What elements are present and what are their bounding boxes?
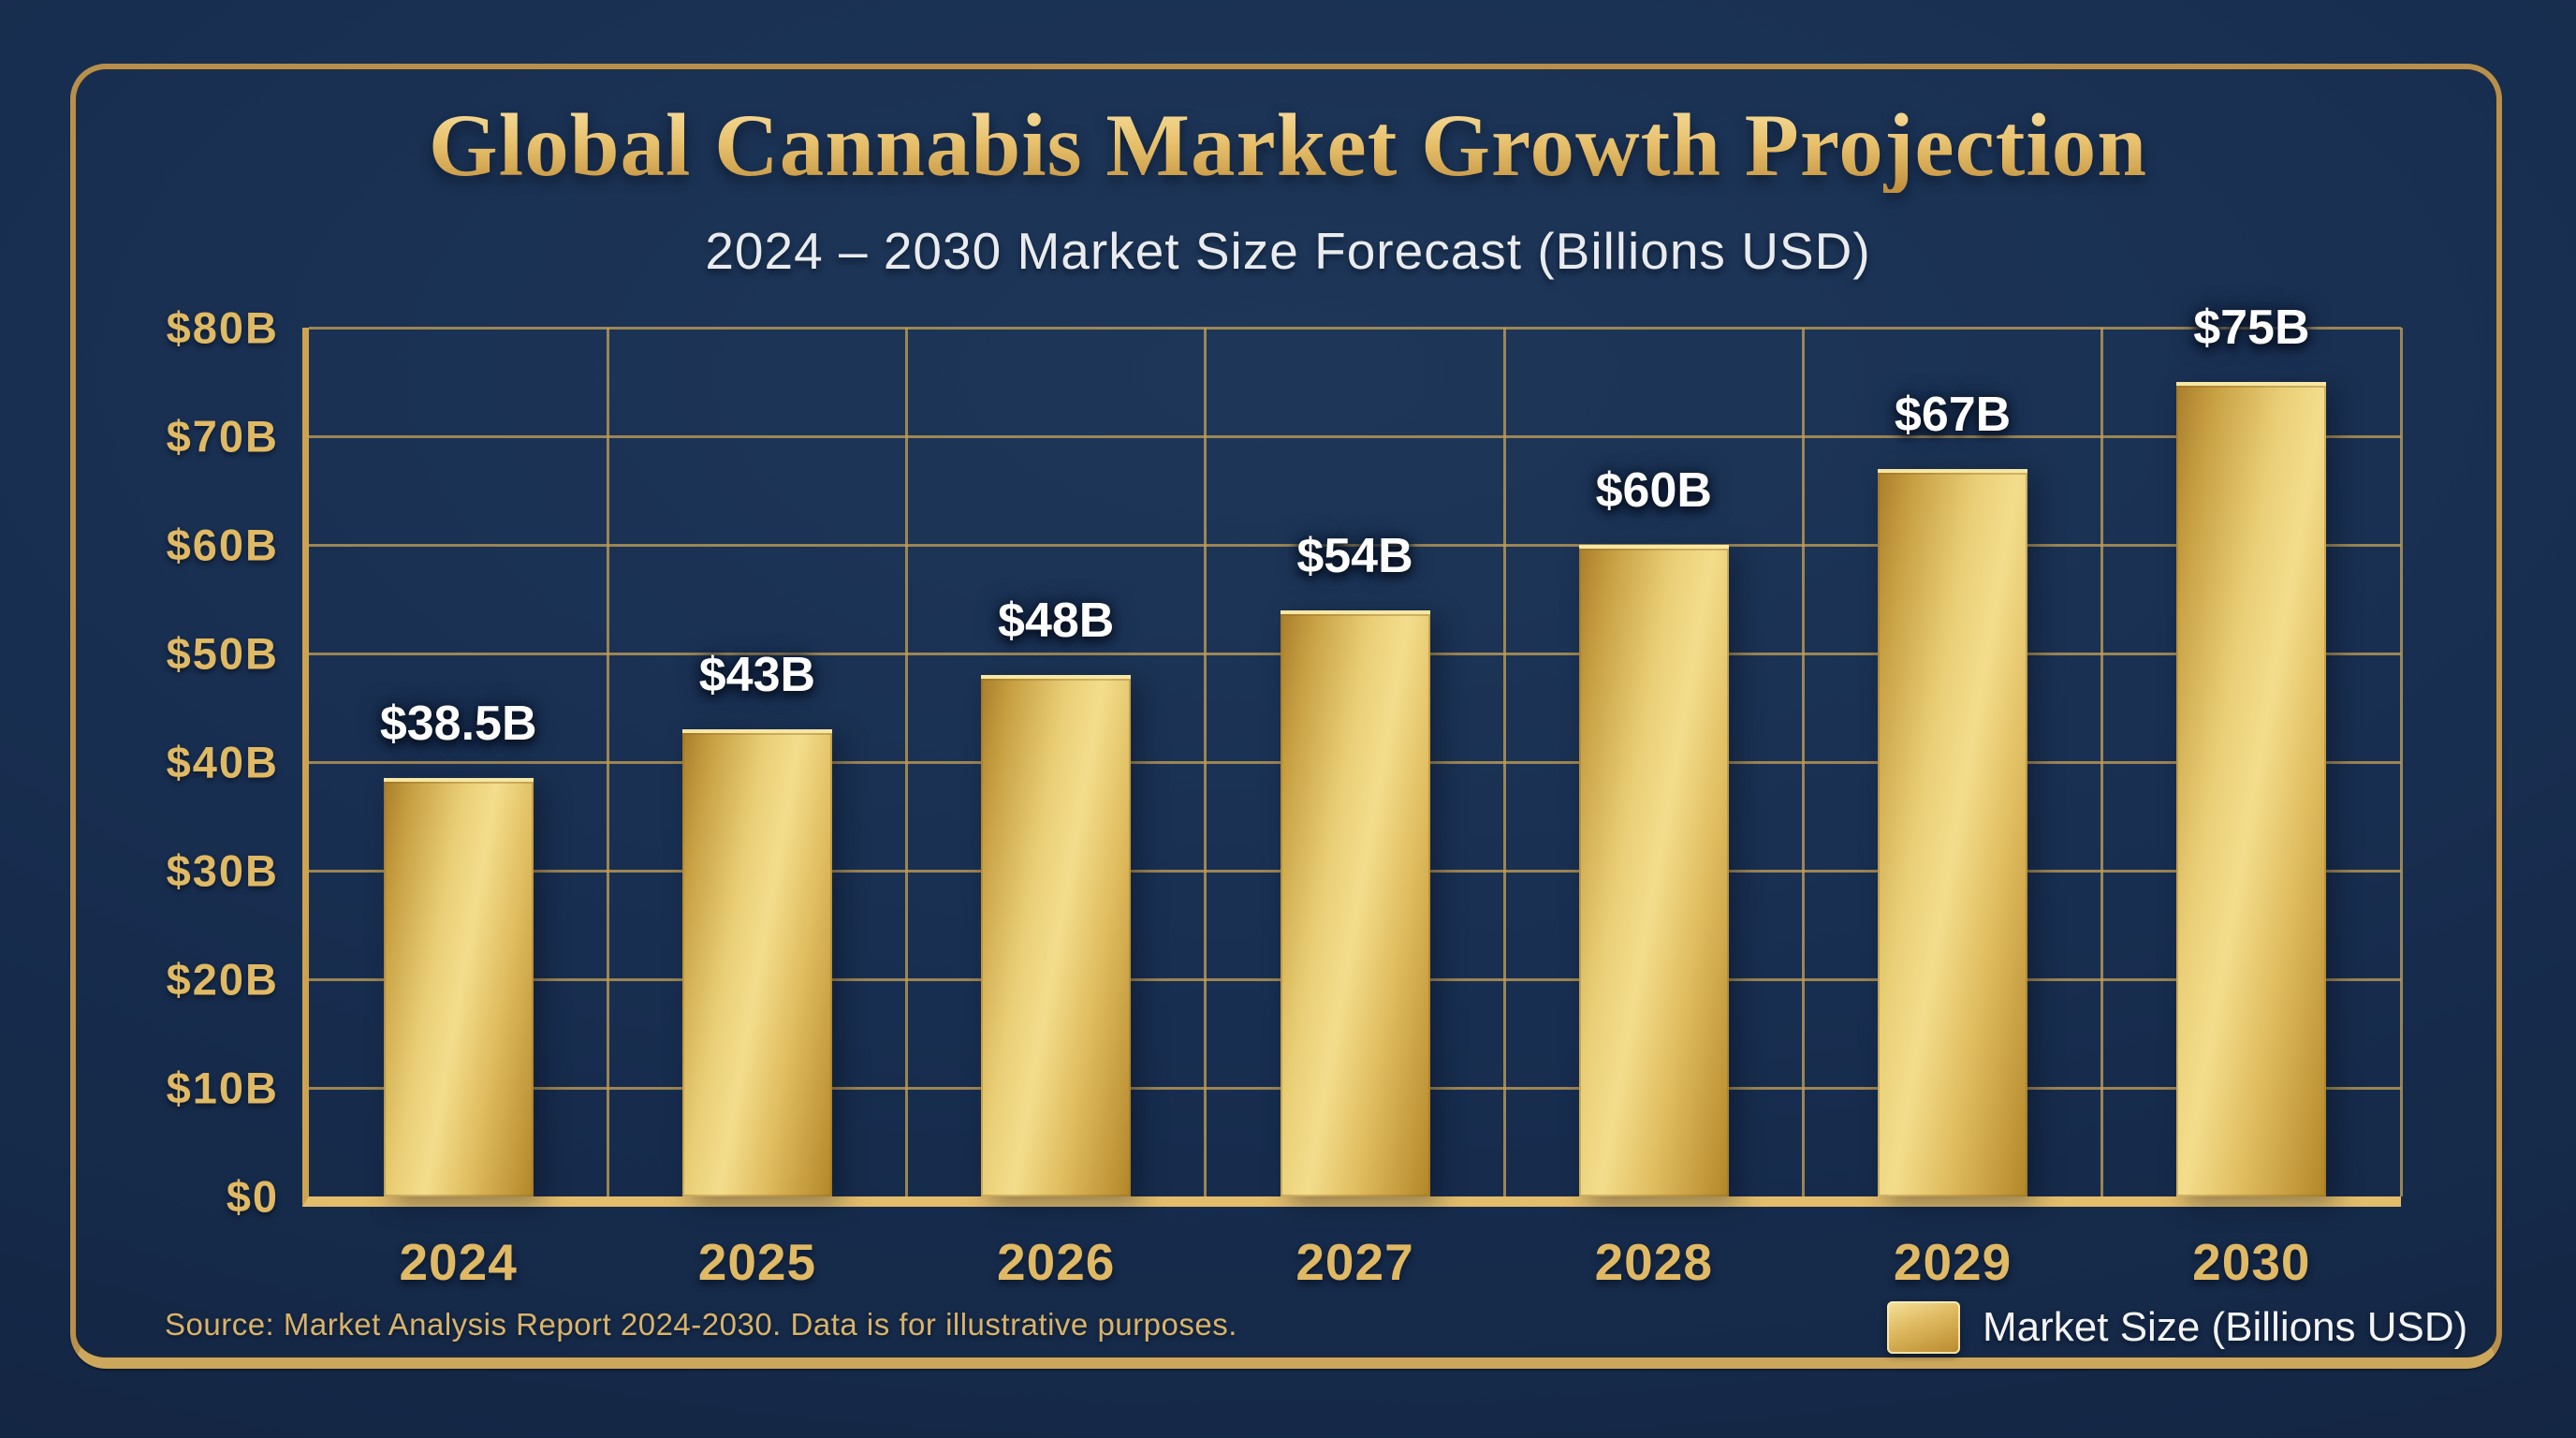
legend-label: Market Size (Billions USD)	[1983, 1304, 2468, 1350]
gridline-vertical-3	[1204, 328, 1208, 1196]
bar-value-label-2027: $54B	[1296, 528, 1413, 583]
y-axis-label-0b: $0	[226, 1171, 279, 1222]
y-axis-label-50b: $50B	[166, 628, 279, 679]
x-axis-label-2027: 2027	[1295, 1233, 1414, 1291]
bar-value-label-2026: $48B	[998, 594, 1115, 649]
gridline-horizontal-80b	[309, 326, 2401, 330]
bar-2025	[681, 729, 832, 1196]
gridline-horizontal-60b	[309, 543, 2401, 547]
bar-2028	[1578, 545, 1729, 1196]
legend-swatch-market-size	[1887, 1301, 1960, 1354]
chart-title: Global Cannabis Market Growth Projection	[0, 98, 2576, 193]
legend: Market Size (Billions USD)	[1887, 1301, 2467, 1354]
y-axis-label-10b: $10B	[166, 1063, 279, 1113]
gridline-vertical-4	[1502, 328, 1506, 1196]
bar-value-label-2028: $60B	[1595, 463, 1712, 518]
gridline-vertical-2	[905, 328, 909, 1196]
bar-value-label-2025: $43B	[698, 648, 816, 703]
y-axis-label-20b: $20B	[166, 954, 279, 1005]
gridline-vertical-5	[1801, 328, 1805, 1196]
bar-2030	[2176, 382, 2327, 1196]
x-axis-label-2025: 2025	[697, 1233, 817, 1291]
x-axis-label-2030: 2030	[2192, 1233, 2311, 1291]
bar-value-label-2030: $75B	[2193, 301, 2310, 355]
x-axis-label-2024: 2024	[399, 1233, 518, 1291]
y-axis-label-60b: $60B	[166, 520, 279, 570]
y-axis-label-30b: $30B	[166, 845, 279, 896]
x-axis-label-2028: 2028	[1594, 1233, 1713, 1291]
gridline-vertical-7	[2399, 328, 2403, 1196]
gridline-vertical-6	[2100, 328, 2104, 1196]
y-axis-label-70b: $70B	[166, 411, 279, 462]
bar-2024	[383, 778, 534, 1196]
bar-2027	[1280, 609, 1430, 1196]
bar-2026	[981, 675, 1132, 1196]
gridline-horizontal-70b	[309, 434, 2401, 438]
x-axis-label-2026: 2026	[997, 1233, 1116, 1291]
gridline-vertical-1	[606, 328, 609, 1196]
y-axis-label-40b: $40B	[166, 737, 279, 787]
bar-value-label-2024: $38.5B	[379, 697, 537, 752]
source-note: Source: Market Analysis Report 2024-2030…	[165, 1307, 1237, 1342]
bar-chart-plot-area: $38.5B 2024 $43B 2025 $48B 2026 $54B 2027 $60B 20…	[167, 301, 2403, 1291]
bar-2029	[1878, 468, 2028, 1196]
gold-border-frame	[70, 64, 2502, 1369]
chart-subtitle: 2024 – 2030 Market Size Forecast (Billio…	[705, 222, 1871, 280]
bar-value-label-2029: $67B	[1894, 387, 2012, 442]
y-axis-label-80b: $80B	[166, 302, 279, 353]
x-axis-label-2029: 2029	[1893, 1233, 2012, 1291]
